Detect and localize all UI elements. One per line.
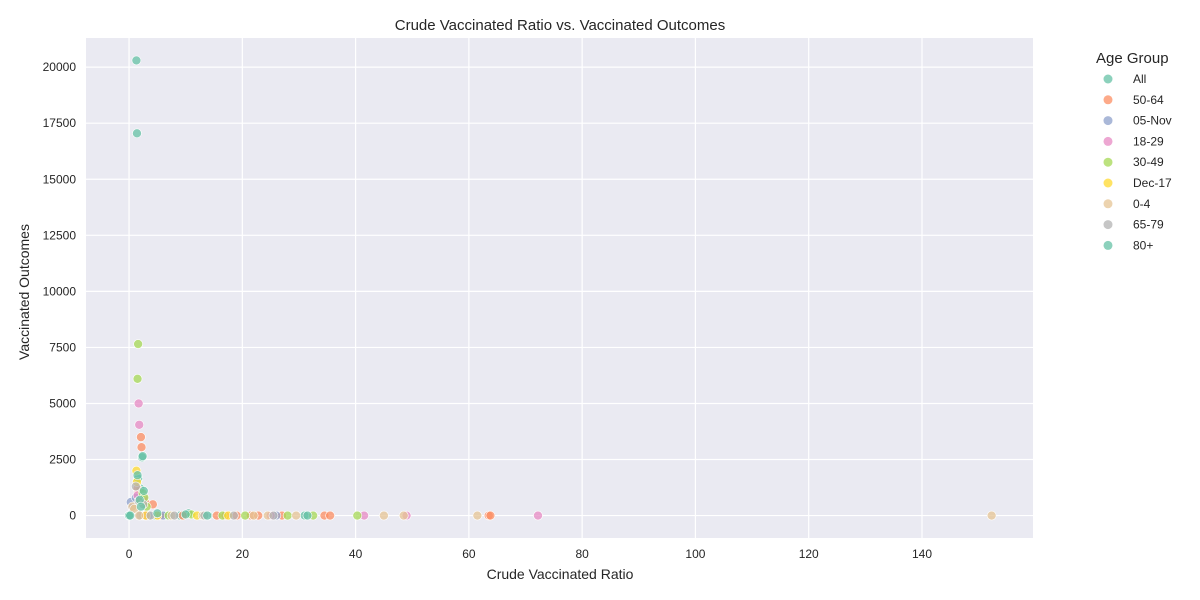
data-point	[133, 398, 144, 409]
data-point	[132, 128, 142, 139]
data-point	[398, 510, 409, 521]
data-point	[202, 510, 213, 521]
data-point	[485, 510, 496, 521]
data-point	[169, 510, 180, 521]
legend-marker	[1103, 116, 1113, 126]
data-point	[136, 432, 146, 442]
data-point	[131, 55, 142, 66]
x-tick-label: 80	[575, 547, 589, 561]
data-point	[134, 419, 145, 430]
data-point	[325, 510, 335, 521]
y-axis-label: Vaccinated Outcomes	[16, 224, 32, 360]
data-point	[137, 451, 148, 461]
x-axis-ticks: 0 20 40 60 80 100 120 140	[126, 547, 933, 561]
y-tick-label: 7500	[49, 340, 76, 354]
y-tick-label: 15000	[43, 172, 77, 186]
data-point	[282, 510, 293, 521]
legend-label: 65-79	[1133, 218, 1164, 232]
data-point	[240, 510, 250, 521]
x-tick-label: 100	[685, 547, 705, 561]
x-tick-label: 20	[236, 547, 250, 561]
data-point	[132, 470, 143, 481]
legend: Age Group All 50-64 05-Nov 18-29 30-49 Dec-17…	[1096, 50, 1172, 252]
plot-area	[86, 38, 1033, 538]
x-tick-label: 140	[912, 547, 932, 561]
legend-title: Age Group	[1096, 50, 1169, 67]
legend-label: 18-29	[1133, 134, 1164, 148]
legend-label: All	[1133, 72, 1146, 86]
x-axis-label: Crude Vaccinated Ratio	[487, 566, 634, 582]
legend-marker	[1103, 74, 1113, 84]
data-point	[134, 510, 145, 521]
legend-marker	[1103, 95, 1113, 105]
y-tick-label: 12500	[43, 228, 77, 242]
y-tick-label: 17500	[43, 116, 77, 130]
data-point	[986, 510, 997, 521]
data-point	[268, 510, 279, 521]
legend-marker	[1103, 178, 1113, 188]
x-tick-label: 0	[126, 547, 133, 561]
legend-marker	[1103, 220, 1113, 230]
grid-lines	[86, 38, 1033, 538]
data-point	[291, 510, 301, 521]
data-point	[352, 510, 363, 521]
data-point	[133, 339, 143, 349]
y-tick-label: 5000	[49, 396, 76, 410]
data-point	[125, 510, 135, 521]
x-tick-label: 40	[349, 547, 363, 561]
data-point	[132, 374, 143, 384]
legend-marker	[1103, 157, 1113, 167]
data-point	[131, 481, 141, 492]
data-point	[136, 501, 146, 512]
y-tick-label: 2500	[49, 453, 76, 467]
legend-label: 05-Nov	[1133, 114, 1172, 128]
legend-label: 30-49	[1133, 155, 1164, 169]
legend-label: Dec-17	[1133, 176, 1172, 190]
data-point	[229, 510, 239, 521]
legend-label: 80+	[1133, 238, 1153, 252]
data-points	[124, 55, 997, 521]
data-point	[136, 442, 147, 452]
legend-marker	[1103, 240, 1113, 250]
legend-label: 0-4	[1133, 197, 1151, 211]
data-point	[180, 509, 191, 520]
y-axis-ticks: 0 2500 5000 7500 10000 12500 15000 17500 20000	[43, 60, 77, 522]
data-point	[533, 510, 543, 521]
legend-marker	[1103, 136, 1113, 146]
x-tick-label: 120	[799, 547, 819, 561]
data-point	[472, 510, 483, 521]
data-point	[302, 510, 313, 521]
data-point	[138, 486, 149, 496]
x-tick-label: 60	[462, 547, 476, 561]
y-tick-label: 0	[69, 509, 76, 523]
y-tick-label: 20000	[43, 60, 77, 74]
data-point	[379, 510, 389, 521]
legend-label: 50-64	[1133, 93, 1164, 107]
data-point	[248, 510, 259, 521]
y-tick-label: 10000	[43, 284, 77, 298]
chart-title: Crude Vaccinated Ratio vs. Vaccinated Ou…	[395, 17, 725, 34]
data-point	[152, 508, 163, 519]
legend-marker	[1103, 199, 1113, 209]
